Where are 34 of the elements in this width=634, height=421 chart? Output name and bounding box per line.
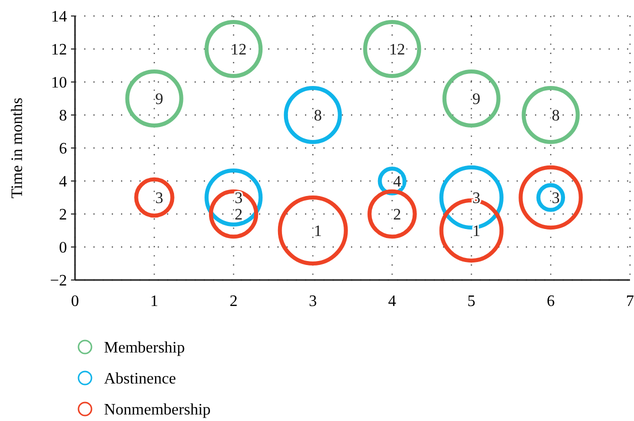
data-label: 1 xyxy=(314,223,322,240)
data-label: 3 xyxy=(234,190,243,208)
y-tick-label: 14 xyxy=(51,8,67,26)
x-tick-label: 2 xyxy=(230,293,238,310)
x-tick-label: 5 xyxy=(467,293,476,310)
data-label: 3 xyxy=(552,190,560,208)
legend-label: Membership xyxy=(104,340,185,357)
data-label: 2 xyxy=(393,206,402,224)
x-tick-label: 6 xyxy=(546,293,555,310)
y-tick-label: 8 xyxy=(59,108,67,125)
legend-label: Abstinence xyxy=(104,370,176,388)
y-axis-title: Time in months xyxy=(9,98,26,198)
data-label: 8 xyxy=(552,108,560,125)
y-tick-label: 4 xyxy=(59,174,67,191)
x-tick-label: 3 xyxy=(308,293,317,310)
x-tick-label: 1 xyxy=(150,293,158,310)
legend-label: Nonmembership xyxy=(104,402,211,419)
x-tick-label: 0 xyxy=(71,293,79,310)
data-label: 12 xyxy=(230,42,247,59)
data-label: 2 xyxy=(234,206,243,224)
y-tick-label: 2 xyxy=(59,206,67,224)
data-label: 9 xyxy=(472,91,480,108)
data-label: 12 xyxy=(389,42,406,59)
data-label: 4 xyxy=(393,174,402,191)
data-label: 8 xyxy=(314,108,322,125)
y-tick-label: 12 xyxy=(51,42,67,59)
x-tick-label: 4 xyxy=(388,293,396,310)
data-label: 3 xyxy=(155,190,164,208)
y-tick-label: −2 xyxy=(50,272,67,290)
y-tick-label: 6 xyxy=(59,140,67,158)
y-tick-label: 0 xyxy=(59,240,67,257)
x-tick-label: 7 xyxy=(626,293,634,310)
y-tick-label: 10 xyxy=(51,74,67,92)
data-label: 9 xyxy=(155,91,164,108)
